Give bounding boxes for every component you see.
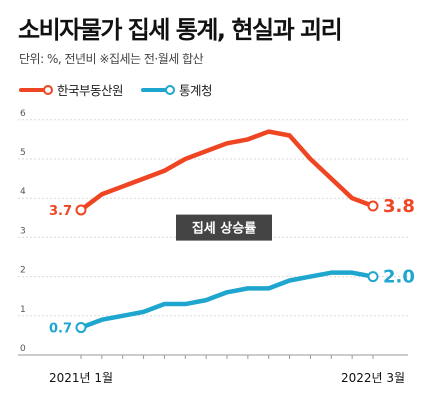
series-line-2: [78, 270, 376, 330]
legend-line-series-1: [19, 87, 47, 92]
y-tick-label: 4: [20, 187, 26, 197]
annotation-box: [176, 214, 272, 241]
legend-label-series-2: 통계청: [179, 83, 213, 98]
start-value-label: 3.7: [49, 204, 72, 219]
end-value-label: 3.8: [383, 196, 415, 217]
grid: [18, 119, 408, 356]
chart-subtitle: 단위: %, 전년비 ※집세는 전·월세 합산: [19, 52, 204, 66]
x-axis: 2021년 1월 2022년 3월: [49, 355, 405, 385]
legend-item-series-2: 통계청: [141, 80, 213, 99]
legend-item-series-1: 한국부동산원: [19, 80, 124, 99]
legend: 한국부동산원 통계청: [19, 80, 230, 99]
start-marker: [75, 322, 87, 334]
legend-line-series-2: [141, 87, 170, 92]
annotation-label: 집세 상승률: [192, 222, 256, 237]
legend-label-series-1: 한국부동산원: [57, 83, 124, 98]
legend-marker-series-2: [165, 84, 176, 95]
y-tick-label: 6: [20, 109, 26, 119]
start-marker: [75, 204, 87, 216]
legend-swatch-series-1: [19, 84, 53, 95]
end-value-label: 2.0: [383, 267, 415, 288]
end-marker: [367, 271, 379, 283]
series-line-1: [78, 129, 376, 213]
start-value-label: 0.7: [49, 322, 72, 337]
y-tick-label: 3: [20, 226, 26, 236]
y-tick-label: 0: [20, 344, 26, 354]
y-tick-label: 1: [20, 305, 26, 315]
annotation: 집세 상승률: [176, 214, 272, 241]
x-tick-label: 2021년 1월: [49, 371, 113, 385]
x-tick-label: 2022년 3월: [341, 371, 405, 385]
legend-swatch-series-2: [141, 84, 176, 95]
legend-marker-series-1: [43, 84, 53, 95]
y-tick-label: 5: [20, 148, 26, 158]
chart-title: 소비자물가 집세 통계, 현실과 괴리: [18, 16, 343, 44]
end-marker: [367, 200, 379, 212]
y-tick-label: 2: [20, 266, 26, 276]
series-layer: 3.7 3.8 0.7 2.0: [49, 129, 415, 337]
y-axis: 0 1 2 3 4 5 6: [20, 109, 26, 354]
